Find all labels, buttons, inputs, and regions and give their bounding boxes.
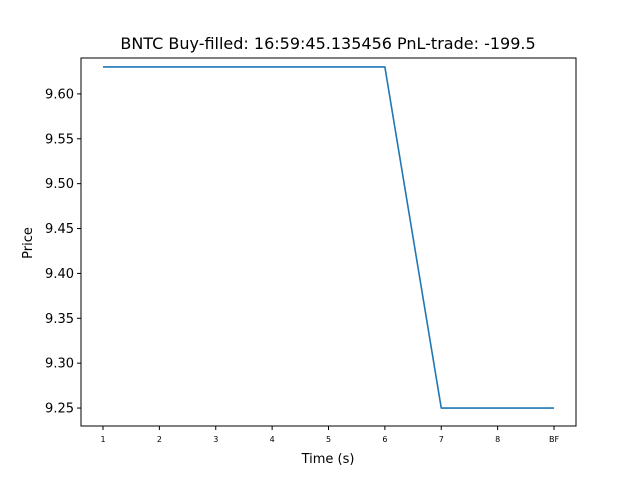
x-tick-label: 4 xyxy=(270,435,275,444)
chart-title: BNTC Buy-filled: 16:59:45.135456 PnL-tra… xyxy=(120,34,535,53)
y-axis-label: Price xyxy=(21,227,36,259)
y-tick-label: 9.25 xyxy=(45,402,74,417)
x-tick-label: 6 xyxy=(382,435,387,444)
y-axis: 9.25 9.30 9.35 9.40 9.45 9.50 9.55 9.60 xyxy=(45,87,81,417)
x-tick-label: 3 xyxy=(213,435,218,444)
x-tick-label: 5 xyxy=(326,435,331,444)
x-axis-label: Time (s) xyxy=(301,452,355,467)
x-tick-label: 7 xyxy=(439,435,444,444)
y-tick-label: 9.60 xyxy=(45,87,74,102)
x-tick-label: 1 xyxy=(100,435,105,444)
x-tick-label: BF xyxy=(549,435,559,444)
y-tick-label: 9.30 xyxy=(45,357,74,372)
series-group xyxy=(103,66,554,409)
x-axis: 1 2 3 4 5 6 7 8 BF xyxy=(100,426,559,444)
y-tick-label: 9.50 xyxy=(45,177,74,192)
y-tick-label: 9.55 xyxy=(45,132,74,147)
y-tick-label: 9.40 xyxy=(45,267,74,282)
price-line xyxy=(103,66,554,409)
x-tick-label: 2 xyxy=(157,435,162,444)
x-tick-label: 8 xyxy=(495,435,500,444)
y-tick-label: 9.45 xyxy=(45,222,74,237)
plot-area xyxy=(80,57,577,427)
y-tick-label: 9.35 xyxy=(45,312,74,327)
